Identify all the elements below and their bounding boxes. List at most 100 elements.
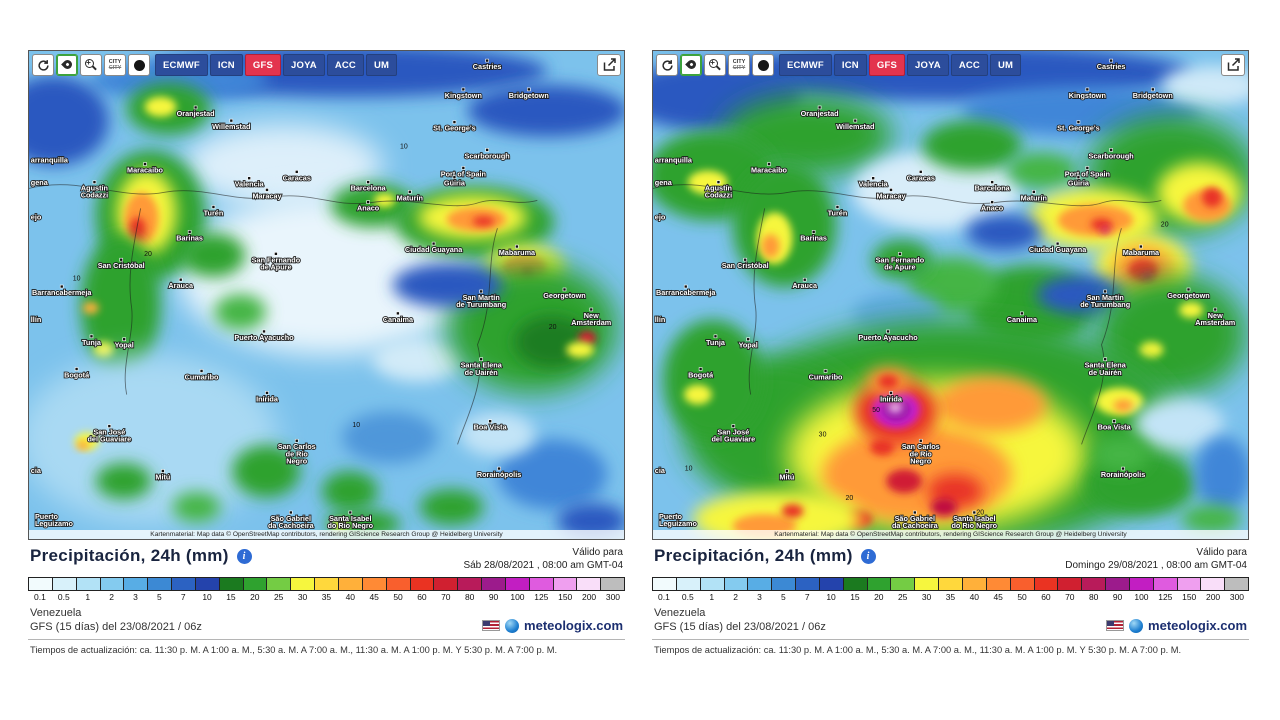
colorbar-tick: 25 [273,592,284,602]
city-label: Agustín Codazzi [705,184,732,200]
model-button-icn[interactable]: ICN [833,54,867,76]
model-button-joya[interactable]: JOYA [283,54,325,76]
location-marker-button[interactable] [56,54,78,76]
precipitation-map[interactable]: 20 10 20 10 10 20 Castries Kingstown Bridgetown… [28,50,625,540]
city-label: Mitú [779,472,794,481]
zoom-button[interactable] [704,54,726,76]
refresh-icon [37,59,49,71]
city-label: San Martín de Turumbang [1080,293,1130,309]
model-button-um[interactable]: UM [990,54,1022,76]
city-label: Bridgetown [1133,91,1173,100]
colorbar-cell [100,578,125,590]
city-label: Barinas [176,233,203,242]
colorbar-tick: 3 [133,592,138,602]
contour-value-label: 20 [976,510,984,517]
info-icon[interactable]: i [860,548,876,564]
model-button-ecmwf[interactable]: ECMWF [155,54,208,76]
colorbar-cell [458,578,483,590]
precipitation-map[interactable]: 10 20 50 30 20 10 20 Castries Kingstown Bridgeto… [652,50,1249,540]
colorbar-tick: 70 [441,592,451,602]
colorbar-cell [291,578,316,590]
contour-value-label: 10 [73,275,81,282]
zoom-button[interactable] [80,54,102,76]
model-button-gfs[interactable]: GFS [868,54,905,76]
city-marker [485,58,489,63]
city-marker [515,244,519,249]
model-button-ecmwf[interactable]: ECMWF [779,54,832,76]
city-label: Oranjestad [177,109,215,118]
brand[interactable]: meteologix.com [482,618,623,633]
colorbar-tick: 200 [581,592,597,602]
colorbar-cell [601,578,625,590]
city-label: San Fernando de Apure [876,255,925,271]
colorbar-ticks: 0.1 0.5 1 2 3 5 7 10 15 20 25 30 35 40 45 50 60 70 80 90 100… [652,592,1249,602]
colorbar-tick: 70 [1065,592,1075,602]
city-label: gena [31,178,49,187]
colorbar-tick: 0.1 [658,592,670,602]
city-label: New Amsterdam [571,311,612,327]
colorbar-tick: 20 [874,592,884,602]
city-marker [889,391,893,395]
city-label: Yopal [739,341,758,350]
city-label: Willemstad [212,122,250,131]
city-label: Oranjestad [801,109,839,118]
city-label: arranquilla [655,155,693,164]
city-marker [683,284,688,289]
dark-map-button[interactable] [128,54,150,76]
model-button-acc[interactable]: ACC [326,54,364,76]
city-label: llín [31,315,42,324]
city-marker [452,120,457,124]
colorbar-cell [1201,578,1226,590]
colorbar-cell [124,578,149,590]
colorbar-tick: 80 [464,592,475,602]
colorbar-cell [434,578,459,590]
run-info: Venezuela GFS (15 días) del 23/08/2021 /… [654,607,826,633]
filled-circle-icon [757,59,769,71]
info-icon[interactable]: i [236,548,252,564]
colorbar-tick: 2 [733,592,738,602]
city-marker [485,148,489,152]
contour-value-label: 20 [1161,222,1169,229]
model-button-acc[interactable]: ACC [950,54,988,76]
colorbar-tick: 150 [558,592,573,602]
refresh-button[interactable] [32,54,54,76]
city-marker [366,200,370,204]
location-marker-button[interactable] [680,54,702,76]
colorbar-tick: 10 [826,592,836,602]
city-label: Rorainópolis [1101,470,1145,479]
city-labels-toggle[interactable]: CITY CITY [104,54,126,76]
city-label: Santa Isabel do Rio Negro [951,514,997,530]
colorbar-tick: 5 [780,592,786,602]
city-marker [785,469,789,473]
city-label: Bogotá [688,370,714,379]
model-button-icn[interactable]: ICN [209,54,243,76]
colorbar-cell [653,578,677,590]
model-button-gfs[interactable]: GFS [244,54,281,76]
brand[interactable]: meteologix.com [1106,618,1247,633]
brand-link[interactable]: meteologix.com [524,618,623,633]
city-label: Agustín Codazzi [81,184,108,200]
model-button-joya[interactable]: JOYA [907,54,949,76]
refresh-button[interactable] [656,54,678,76]
map-canvas: 20 10 20 10 10 20 Castries Kingstown Bridgetown… [29,51,624,539]
city-marker [229,118,234,123]
city-label: Maracay [252,191,281,200]
city-marker [1076,175,1081,180]
dark-map-button[interactable] [752,54,774,76]
colorbar-cell [1225,578,1249,590]
city-labels-toggle[interactable]: CITY CITY [728,54,750,76]
colorbar-cell [1082,578,1107,590]
colorbar-tick: 25 [897,592,908,602]
model-button-um[interactable]: UM [366,54,398,76]
brand-link[interactable]: meteologix.com [1148,618,1247,633]
export-button[interactable] [1221,54,1245,76]
colorbar-tick: 0.1 [34,592,46,602]
city-marker [716,180,721,184]
city-marker [262,329,266,334]
export-button[interactable] [597,54,621,76]
city-marker [89,334,94,339]
colorbar-cell [505,578,530,590]
city-label: Port of Spain [1065,169,1110,178]
city-label: Inírida [256,394,279,403]
valid-date: Sáb 28/08/2021 , 08:00 am GMT-04 [463,560,623,571]
